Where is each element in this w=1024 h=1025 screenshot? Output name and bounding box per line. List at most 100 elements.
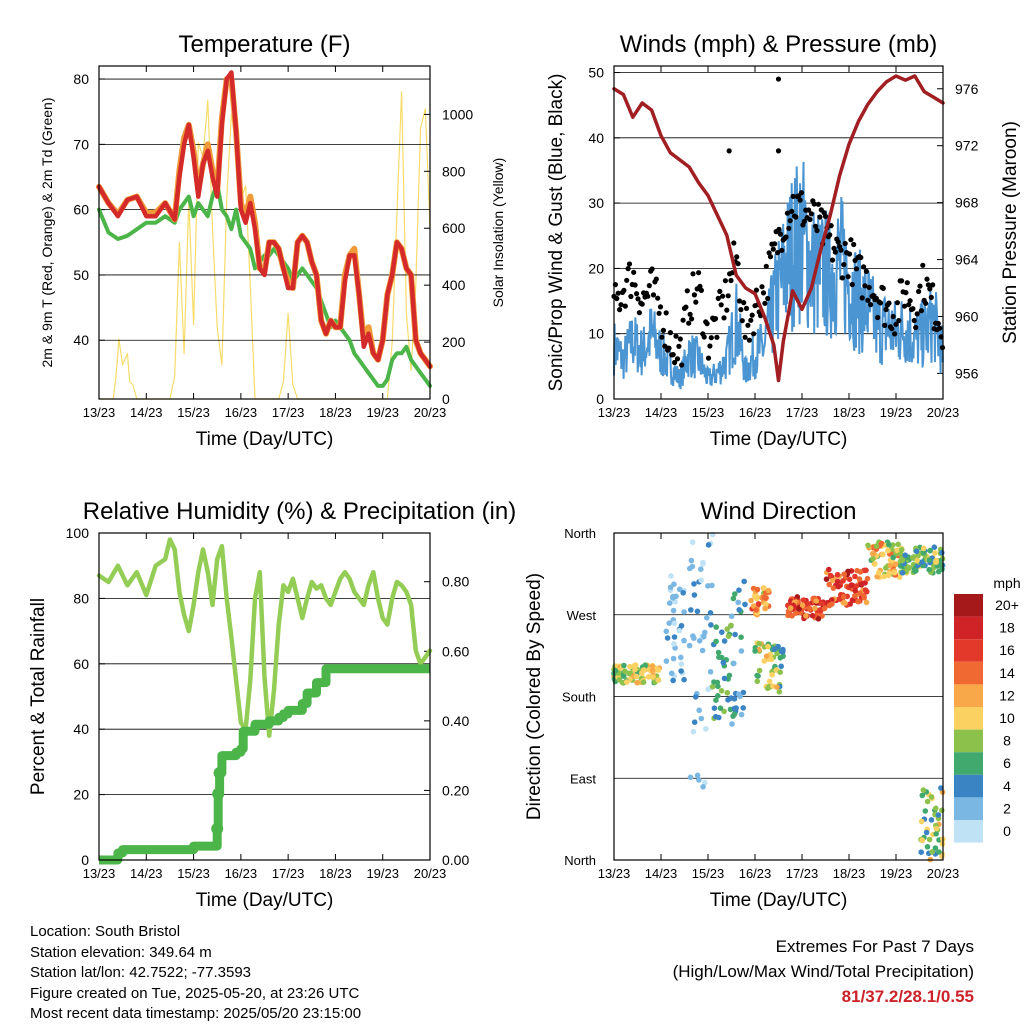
x-tick-label: 19/23	[880, 405, 913, 420]
legend-swatch	[954, 707, 983, 730]
direction-point	[741, 578, 747, 585]
direction-point	[694, 608, 701, 615]
direction-point	[740, 705, 746, 711]
direction-point	[817, 608, 824, 614]
direction-point	[681, 637, 687, 644]
direction-point	[805, 601, 811, 607]
direction-point	[690, 633, 696, 639]
direction-point	[752, 648, 758, 654]
direction-point	[753, 607, 759, 613]
precip-point	[212, 787, 225, 800]
gust-point	[696, 270, 702, 276]
direction-point	[910, 554, 916, 561]
direction-point	[920, 545, 927, 552]
direction-point	[840, 594, 847, 600]
direction-point	[664, 635, 671, 641]
legend-label: 4	[1003, 778, 1011, 794]
y2-tick-label: 956	[955, 365, 979, 381]
direction-point	[765, 587, 772, 594]
precip-point	[211, 822, 224, 835]
direction-point	[878, 540, 885, 547]
direction-point	[762, 605, 768, 612]
direction-point	[939, 566, 945, 572]
direction-point	[826, 581, 832, 588]
y-tick-label: 100	[66, 525, 90, 541]
y2-axis-title: Solar Insolation (Yellow)	[490, 158, 506, 308]
direction-point	[891, 569, 898, 576]
gust-point	[767, 254, 774, 260]
direction-point	[696, 707, 702, 714]
gust-point	[861, 264, 867, 270]
gust-point	[918, 308, 925, 314]
direction-point	[708, 622, 714, 628]
gust-point	[690, 271, 696, 277]
gust-point	[832, 249, 839, 255]
direction-point	[768, 656, 775, 663]
direction-point	[894, 547, 900, 554]
direction-point	[671, 634, 678, 640]
direction-point	[740, 689, 747, 696]
gust-point	[875, 314, 881, 321]
direction-point	[886, 541, 892, 548]
direction-point	[732, 591, 738, 597]
direction-point	[902, 552, 908, 558]
gust-point	[883, 306, 889, 313]
precip-point	[213, 767, 226, 780]
direction-point	[929, 849, 935, 855]
gust-point	[657, 304, 664, 310]
direction-point	[896, 574, 903, 580]
gust-point	[683, 304, 689, 310]
plot-frame	[613, 65, 944, 400]
gust-point	[628, 293, 634, 300]
direction-point	[689, 539, 696, 545]
gust-point	[751, 331, 757, 337]
legend-label: 8	[1003, 733, 1011, 749]
plot-frame	[98, 65, 431, 400]
gust-point	[775, 148, 782, 154]
gust-point	[906, 302, 912, 308]
direction-point	[742, 601, 748, 608]
direction-point	[919, 792, 926, 799]
y2-tick-label: 600	[442, 220, 466, 236]
direction-point	[835, 583, 842, 590]
y2-tick-label: 0.40	[442, 713, 469, 729]
x-axis-title: Time (Day/UTC)	[710, 429, 848, 450]
direction-point	[813, 598, 820, 604]
direction-point	[933, 825, 940, 832]
gust-point	[741, 300, 747, 306]
x-tick-label: 19/23	[880, 866, 913, 881]
legend-label: 20+	[995, 597, 1019, 613]
x-tick-label: 13/23	[598, 405, 631, 420]
x-tick-label: 13/23	[83, 405, 116, 420]
x-tick-label: 19/23	[366, 405, 399, 420]
gust-point	[701, 334, 707, 340]
direction-point	[737, 693, 743, 700]
gust-point	[635, 296, 641, 302]
info-location: Location: South Bristol	[30, 923, 181, 940]
direction-point	[700, 559, 706, 566]
x-tick-label: 13/23	[83, 866, 116, 881]
direction-point	[887, 562, 894, 569]
direction-point	[918, 818, 925, 825]
direction-point	[729, 721, 735, 727]
gust-point	[790, 193, 796, 199]
direction-point	[676, 627, 683, 634]
panel-title: Winds (mph) & Pressure (mb)	[620, 31, 937, 58]
gust-point	[659, 334, 665, 340]
x-axis-title: Time (Day/UTC)	[196, 890, 334, 911]
direction-point	[663, 658, 670, 664]
direction-point	[829, 601, 835, 607]
direction-point	[713, 697, 719, 703]
direction-point	[864, 588, 870, 595]
gust-point	[631, 269, 637, 275]
x-tick-label: 14/23	[645, 405, 678, 420]
gust-point	[829, 257, 836, 263]
direction-point	[863, 567, 869, 574]
legend-swatch	[954, 616, 983, 640]
direction-point	[698, 566, 704, 572]
direction-point	[771, 646, 778, 652]
y-tick-label: 40	[588, 130, 604, 146]
gust-point	[655, 295, 661, 301]
direction-point	[667, 584, 674, 591]
direction-point	[621, 662, 627, 669]
